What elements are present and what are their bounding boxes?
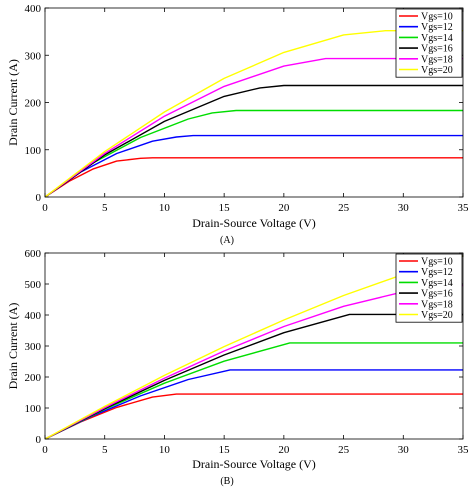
x-tick-label: 25 [338, 444, 350, 456]
x-tick-label: 15 [219, 202, 231, 214]
legend-entry: Vgs=10 [421, 257, 453, 268]
x-axis-label: Drain-Source Voltage (V) [192, 457, 316, 471]
series-line-vgs-10 [45, 393, 463, 439]
x-tick-label: 0 [42, 444, 48, 456]
series-line-vgs-12 [45, 134, 463, 197]
x-tick-label: 15 [219, 444, 231, 456]
legend-box [395, 8, 463, 78]
chart-panel-a: 0 5 10 15 20 25 30 35 0 100 200 300 400 Drain-Source … [6, 3, 469, 246]
chart-panel-b: 0 5 10 15 20 25 30 35 0 100 200 300 400 500 600 Drain-S… [6, 248, 469, 487]
y-tick-label: 200 [25, 98, 42, 110]
x-tick-label: 35 [458, 444, 470, 456]
y-tick-label: 0 [36, 192, 42, 204]
y-tick-label: 100 [25, 145, 42, 157]
x-tick-label: 30 [398, 202, 410, 214]
legend-entry: Vgs=14 [421, 33, 453, 44]
y-tick-label: 0 [36, 434, 42, 446]
x-tick-label: 20 [278, 202, 290, 214]
y-tick-label: 100 [25, 403, 42, 415]
y-tick-label: 300 [25, 50, 42, 62]
x-tick-label: 0 [42, 202, 48, 214]
y-tick-label: 500 [25, 279, 42, 291]
legend-entry: Vgs=14 [421, 278, 453, 289]
series-line-vgs-12 [45, 369, 463, 439]
y-tick-label: 400 [25, 310, 42, 322]
series-line-vgs-16 [45, 84, 463, 197]
y-tick-label: 600 [25, 248, 42, 260]
x-tick-label: 5 [102, 202, 108, 214]
series-line-vgs-14 [45, 342, 463, 439]
x-tick-label: 10 [159, 444, 171, 456]
legend-entry: Vgs=12 [421, 267, 453, 278]
legend-entry: Vgs=20 [421, 310, 453, 321]
legend-entry: Vgs=18 [421, 299, 453, 310]
series-line-vgs-20 [45, 255, 463, 439]
legend-entry: Vgs=18 [421, 54, 453, 65]
series-line-vgs-10 [45, 157, 463, 197]
x-axis-label: Drain-Source Voltage (V) [192, 216, 316, 230]
panel-label: (A) [220, 235, 234, 246]
y-tick-label: 200 [25, 372, 42, 384]
x-tick-label: 20 [278, 444, 290, 456]
y-tick-label: 300 [25, 341, 42, 353]
x-tick-label: 5 [102, 444, 108, 456]
x-tick-label: 35 [458, 202, 470, 214]
legend-entry: Vgs=20 [421, 65, 453, 76]
series-line-vgs-14 [45, 109, 463, 197]
legend-entry: Vgs=12 [421, 22, 453, 33]
series-line-vgs-16 [45, 313, 463, 439]
legend-box [395, 253, 463, 323]
panel-label: (B) [220, 476, 233, 487]
legend-entry: Vgs=10 [421, 12, 453, 23]
series-line-vgs-18 [45, 57, 463, 197]
x-tick-label: 30 [398, 444, 410, 456]
y-axis-label: Drain Current (A) [6, 59, 20, 146]
y-axis-label: Drain Current (A) [6, 303, 20, 390]
x-tick-label: 25 [338, 202, 350, 214]
y-tick-label: 400 [25, 3, 42, 15]
legend-entry: Vgs=16 [421, 44, 453, 55]
legend-entry: Vgs=16 [421, 289, 453, 300]
x-tick-label: 10 [159, 202, 171, 214]
